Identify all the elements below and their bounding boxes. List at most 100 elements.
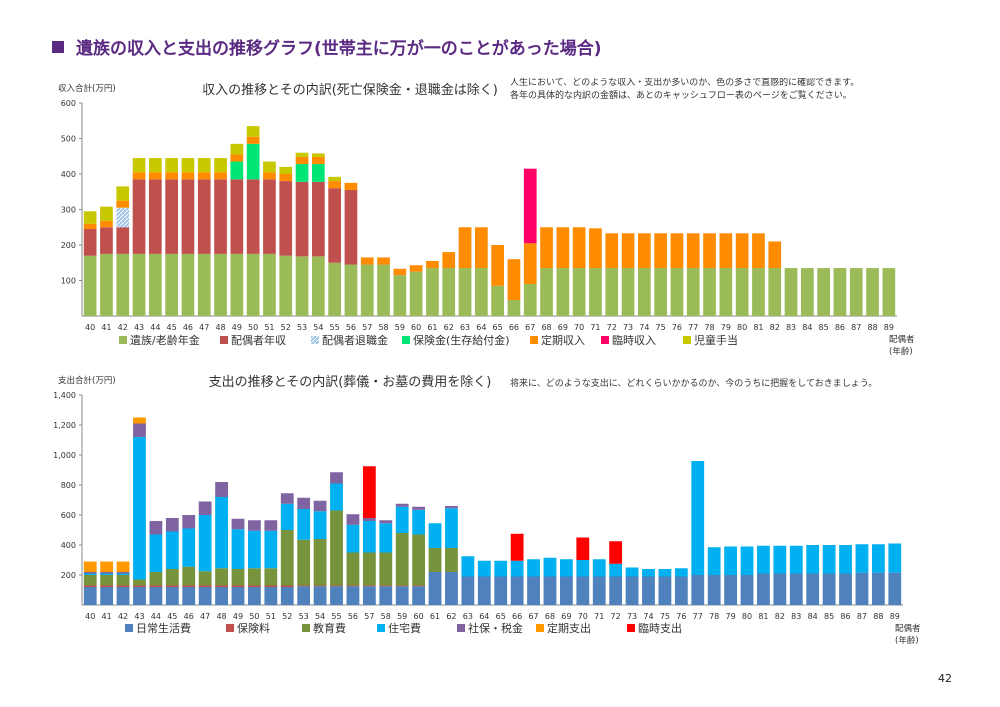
bar-segment	[133, 423, 146, 437]
bar-segment	[556, 227, 570, 269]
bar-segment	[882, 268, 896, 316]
bar-segment	[474, 227, 488, 269]
bar-segment	[670, 268, 684, 316]
bar-segment	[148, 172, 162, 180]
bar-segment	[806, 545, 820, 574]
bar-segment	[735, 233, 749, 269]
bar-segment	[362, 585, 376, 587]
bar-segment	[100, 227, 113, 254]
bar-segment	[817, 268, 830, 316]
bar-segment	[412, 586, 426, 605]
x-tick-label: 56	[348, 612, 358, 621]
bar-segment	[412, 506, 426, 510]
bar-segment	[494, 560, 508, 577]
bar-segment	[197, 253, 211, 317]
x-tick-label: 59	[395, 323, 405, 332]
legend-label: 配偶者退職金	[322, 333, 388, 347]
x-axis-label: (年齢)	[895, 635, 919, 646]
bar-segment	[182, 587, 196, 605]
bar-segment	[197, 172, 211, 180]
legend-swatch	[683, 336, 691, 344]
bar-segment	[197, 179, 211, 254]
bar-segment	[510, 560, 524, 577]
bar-segment	[752, 268, 765, 316]
bar-segment	[362, 466, 376, 518]
bar-segment	[866, 268, 879, 316]
bar-segment	[214, 179, 227, 254]
x-tick-label: 40	[85, 612, 95, 621]
x-axis-label: 配偶者	[889, 334, 915, 345]
legend-label: 定期収入	[541, 333, 585, 347]
bar-segment	[116, 575, 130, 586]
bar-segment	[280, 503, 294, 530]
legend-swatch	[530, 336, 538, 344]
y-tick-label: 200	[61, 571, 76, 580]
bar-segment	[214, 158, 227, 173]
bar-segment	[313, 511, 327, 539]
bar-segment	[740, 575, 754, 605]
chart-note-line: 将来に、どのような支出に、どれくらいかかるのか、今のうちに把握をしておきましょう…	[510, 377, 877, 389]
x-tick-label: 71	[590, 323, 600, 332]
bar-segment	[362, 521, 376, 553]
bar-segment	[246, 143, 260, 180]
bar-segment	[849, 268, 863, 316]
bar-segment	[724, 575, 737, 605]
bar-segment	[132, 253, 146, 317]
x-tick-label: 82	[775, 612, 785, 621]
x-tick-label: 73	[623, 323, 633, 332]
bar-segment	[279, 174, 293, 182]
bar-segment	[148, 158, 162, 173]
x-tick-label: 51	[264, 323, 274, 332]
bar-segment	[295, 156, 309, 165]
bar-segment	[474, 268, 488, 316]
bar-segment	[100, 572, 114, 574]
bar-segment	[658, 576, 672, 605]
bar-segment	[116, 585, 130, 587]
x-axis-label: (年齢)	[889, 346, 913, 357]
bar-segment	[855, 544, 869, 573]
x-tick-label: 85	[819, 323, 829, 332]
bar-segment	[182, 528, 196, 567]
bar-segment	[871, 544, 885, 573]
bar-segment	[215, 497, 228, 569]
x-tick-label: 58	[378, 323, 388, 332]
bar-segment	[215, 585, 228, 587]
y-tick-label: 1,400	[53, 391, 76, 400]
bar-segment	[198, 587, 212, 605]
x-tick-label: 65	[493, 323, 503, 332]
bar-segment	[297, 497, 311, 509]
bar-segment	[198, 515, 212, 572]
bar-segment	[543, 576, 557, 605]
x-tick-label: 48	[215, 323, 225, 332]
bar-segment	[279, 255, 293, 316]
legend-label: 臨時支出	[638, 621, 682, 635]
bar-segment	[822, 573, 836, 605]
bar-segment	[346, 552, 360, 586]
x-tick-label: 78	[704, 323, 714, 332]
y-tick-label: 500	[61, 135, 76, 144]
bar-segment	[888, 572, 902, 605]
x-tick-label: 54	[315, 612, 325, 621]
bar-segment	[426, 268, 439, 316]
bar-segment	[197, 158, 211, 173]
bar-segment	[360, 257, 374, 265]
x-tick-label: 47	[200, 612, 210, 621]
bar-segment	[297, 585, 311, 587]
bar-segment	[707, 575, 721, 605]
bar-segment	[855, 572, 869, 605]
x-tick-label: 72	[607, 323, 617, 332]
bar-segment	[279, 181, 293, 256]
bar-segment	[654, 268, 667, 316]
bar-segment	[609, 563, 623, 577]
bar-segment	[789, 545, 803, 574]
bar-segment	[362, 586, 376, 605]
x-tick-label: 71	[594, 612, 604, 621]
bar-segment	[133, 437, 146, 580]
bar-segment	[263, 172, 276, 180]
y-tick-label: 400	[61, 541, 76, 550]
bar-segment	[100, 585, 114, 587]
bar-segment	[297, 586, 311, 605]
bar-segment	[523, 243, 537, 285]
x-tick-label: 67	[525, 323, 535, 332]
x-tick-label: 74	[639, 323, 649, 332]
